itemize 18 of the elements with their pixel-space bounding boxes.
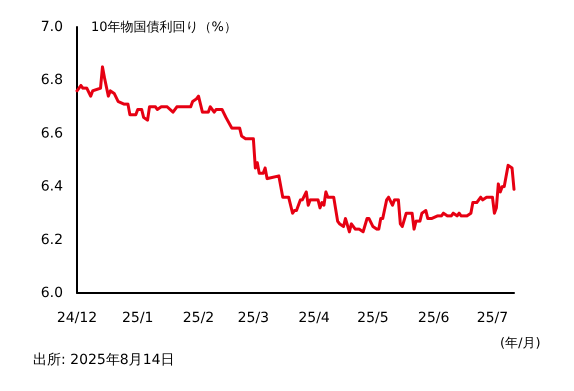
x-tick-label: 25/1 [122, 310, 154, 326]
x-tick-label: 25/7 [476, 310, 508, 326]
x-tick-label: 24/12 [56, 310, 98, 326]
line-series [76, 65, 516, 234]
x-tick-label: 25/5 [357, 310, 389, 326]
y-tick-label: 6.0 [40, 285, 63, 301]
x-tick-label: 25/4 [298, 310, 330, 326]
text: 出所: 2025年8月14日 [33, 352, 175, 368]
y-tick-label: 7.0 [40, 19, 63, 35]
x-tick-label: 25/6 [418, 310, 450, 326]
x-tick-label: 25/2 [182, 310, 214, 326]
x-tick-label: 25/3 [238, 310, 270, 326]
y-tick-label: 6.2 [40, 232, 63, 248]
y-tick-label: 6.4 [40, 178, 64, 195]
x-axis-title: (年/月) [500, 336, 541, 351]
y-tick-label: 6.6 [40, 125, 64, 142]
y-axis-title: 10年物国債利回り（%） [91, 20, 237, 35]
y-tick-label: 6.8 [40, 72, 63, 88]
